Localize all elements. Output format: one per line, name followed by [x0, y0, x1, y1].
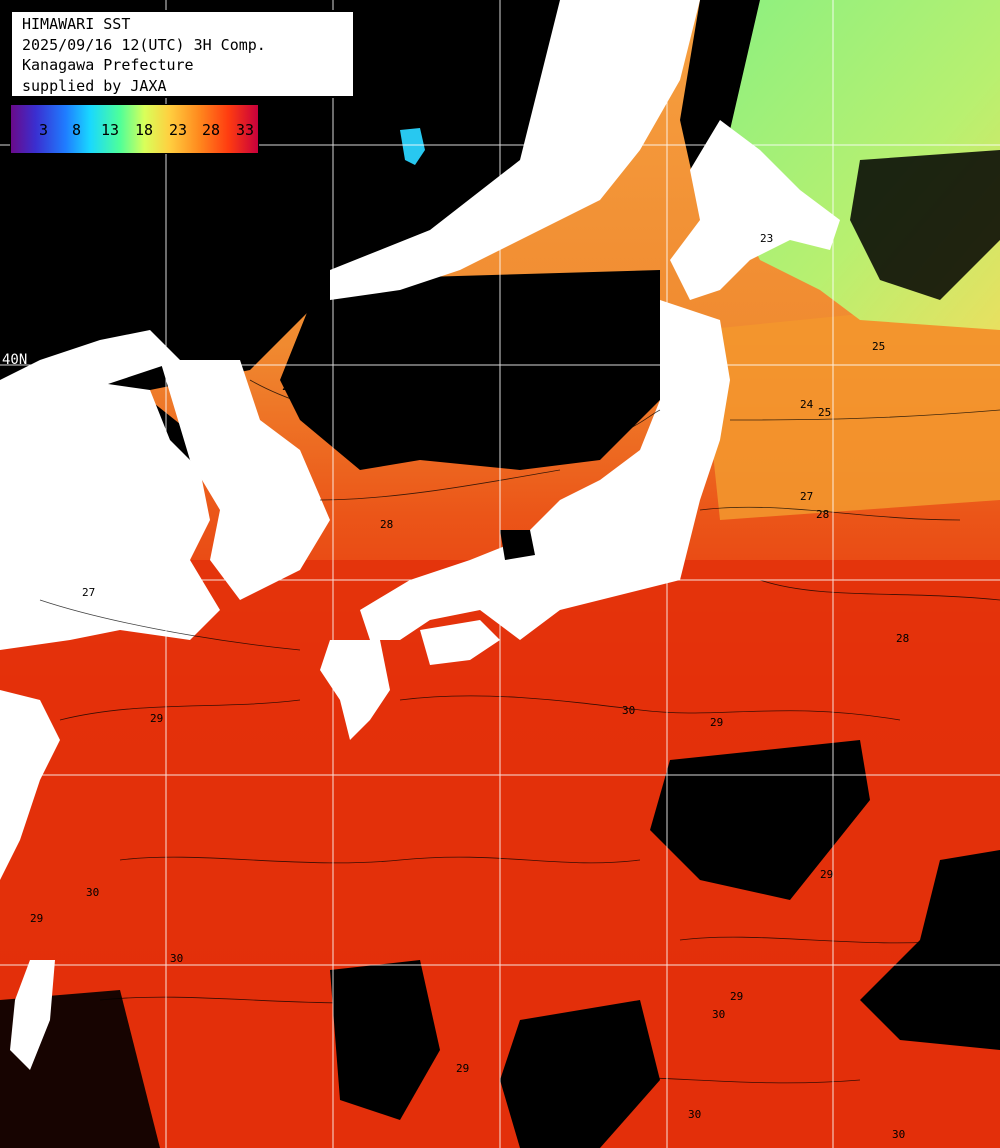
contour-label: 28	[380, 518, 394, 531]
colorbar-tick: 18	[135, 121, 154, 139]
land-honshu	[360, 300, 730, 640]
colorbar-tick: 23	[169, 121, 188, 139]
cloud-south-2	[500, 1000, 660, 1148]
cloud-east	[860, 850, 1000, 1050]
land-taiwan	[10, 960, 55, 1070]
cloud-small	[500, 530, 535, 560]
cloud-japan-sea	[280, 270, 660, 470]
contour-label: 27	[82, 586, 96, 599]
colorbar-tick: 3	[39, 121, 49, 139]
contour-label: 29	[730, 990, 744, 1003]
contour-label: 24	[800, 398, 814, 411]
cloud-northeast	[850, 150, 1000, 300]
land-china-coast	[0, 690, 60, 880]
contour-label: 25	[872, 340, 886, 353]
contour-label: 30	[86, 886, 100, 899]
credit-line: supplied by JAXA	[22, 76, 167, 95]
contour-label: 29	[30, 912, 44, 925]
land-china-north	[0, 330, 180, 430]
contour-label: 28	[816, 508, 830, 521]
contour-lines	[39, 379, 1000, 1084]
lon-label-140e: 140E	[670, 4, 686, 38]
contour-label: 29	[710, 716, 724, 729]
contour-label: 29	[456, 1062, 470, 1075]
lat-label-30n: 30N	[2, 760, 28, 776]
contour-label: 23	[760, 232, 774, 245]
contour-label: 30	[712, 1008, 726, 1021]
land-korea-china	[0, 380, 220, 650]
temperature-colorbar: 3 8 13 18 23 28 33	[10, 104, 259, 154]
colorbar-tick: 28	[202, 121, 221, 139]
land-russia	[330, 0, 700, 300]
cloud-south	[330, 960, 440, 1120]
colorbar-tick: 33	[236, 121, 255, 139]
date-line: 2025/09/16 12(UTC) 3H Comp.	[22, 35, 266, 54]
title-line: HIMAWARI SST	[22, 15, 131, 33]
contour-label: 29	[150, 712, 164, 725]
organization-line: Kanagawa Prefecture	[22, 56, 194, 74]
contour-label: 25	[350, 390, 364, 403]
cool-sea-pacific	[700, 300, 1000, 520]
contour-label: 25	[818, 406, 832, 419]
land-kyushu	[320, 640, 390, 740]
land-hokkaido	[670, 120, 840, 300]
contour-label: 24	[282, 380, 296, 393]
contour-label: 28	[896, 632, 910, 645]
cloud-pacific-mid	[650, 740, 870, 900]
colorbar-tick: 8	[72, 121, 82, 139]
map-info-box: HIMAWARI SST 2025/09/16 12(UTC) 3H Comp.…	[10, 10, 355, 98]
contour-label: 29	[820, 868, 834, 881]
colorbar-tick: 13	[101, 121, 120, 139]
lat-label-40n: 40N	[2, 352, 28, 368]
island-cold-spot	[400, 128, 425, 165]
land-shikoku	[420, 620, 500, 665]
land-korean-peninsula	[160, 360, 330, 600]
contour-label: 30	[170, 952, 184, 965]
contour-label: 30	[892, 1128, 906, 1141]
contour-label: 27	[800, 490, 814, 503]
contour-label: 30	[622, 704, 636, 717]
contour-label: 30	[688, 1108, 702, 1121]
